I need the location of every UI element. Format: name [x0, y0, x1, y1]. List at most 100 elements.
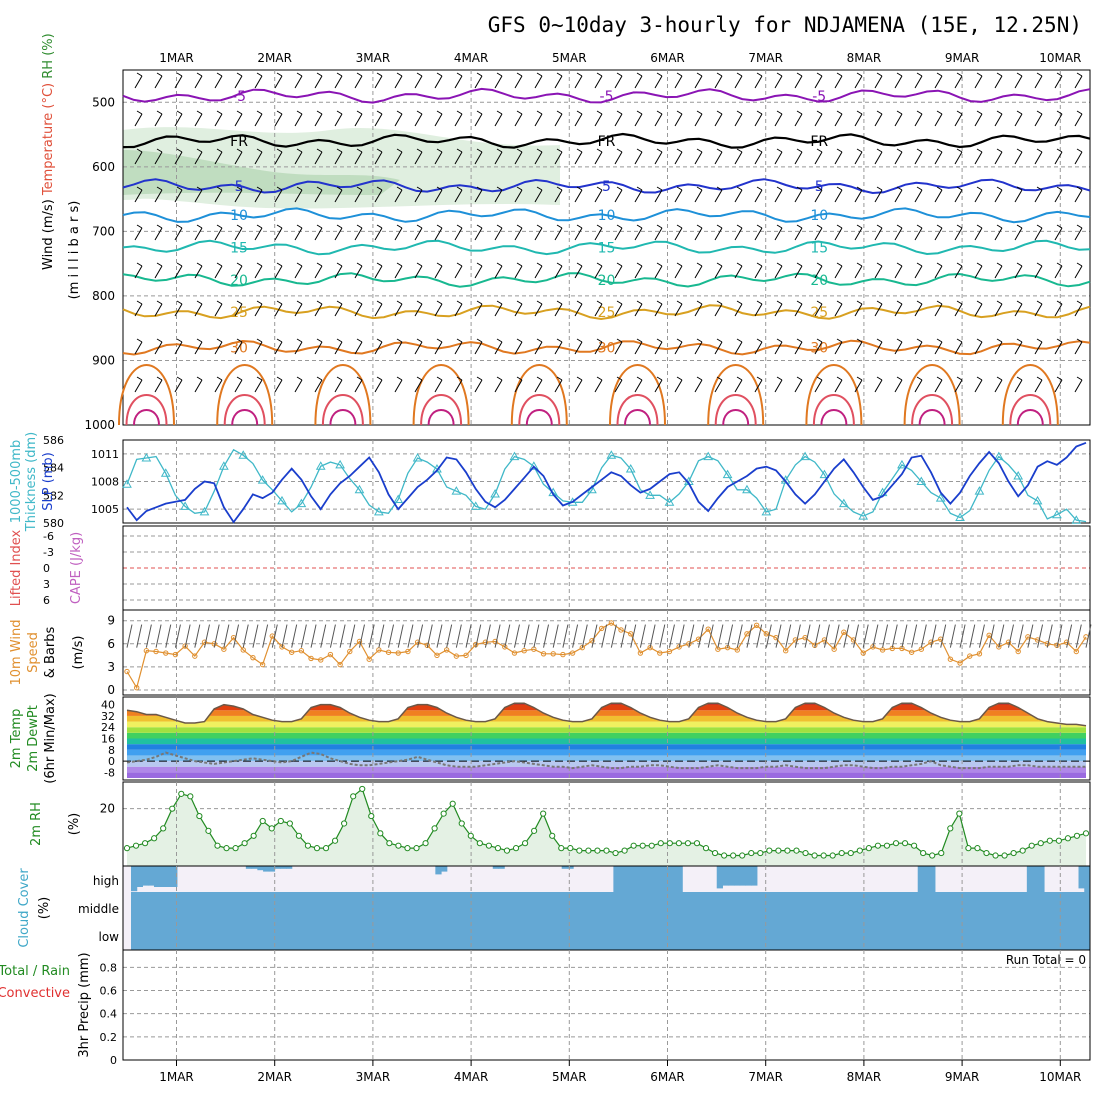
date-label: 3MAR [356, 1070, 391, 1084]
wind-barb [554, 265, 563, 279]
wind-barb [456, 376, 463, 381]
wind-barb [914, 341, 923, 355]
cloud-layer-label: high [93, 874, 119, 888]
wind-tick-label: 3 [107, 660, 115, 674]
wind-barb [184, 624, 191, 648]
rh-marker [268, 825, 275, 832]
wind-speed-marker [376, 647, 382, 653]
wind-barb [874, 151, 883, 165]
wind-barb [514, 341, 523, 355]
wind-barb [516, 224, 523, 229]
contour-label: FR [810, 134, 828, 150]
date-label: 4MAR [454, 1070, 489, 1084]
wind-barb [994, 75, 1003, 89]
thickness-line [126, 448, 1087, 523]
wind-barb [916, 224, 923, 229]
wind-barb [536, 186, 543, 191]
wind-speed-marker [298, 648, 305, 654]
rh-marker [1064, 835, 1072, 842]
high-cloud-bar [1078, 866, 1085, 889]
contour-label: 30 [810, 341, 828, 357]
wind-barb [476, 224, 483, 229]
thickness-marker [974, 486, 985, 495]
wind-barb [794, 151, 803, 165]
lifted-tick-label: 3 [43, 578, 50, 591]
boundary-layer-contour [314, 364, 372, 426]
rh-marker [965, 845, 972, 852]
wind-barb [634, 113, 643, 127]
wind-barb [536, 72, 543, 77]
wind-barb [514, 151, 523, 165]
thickness-marker [393, 494, 404, 503]
wind-barb [1016, 110, 1023, 115]
wind-barb [294, 379, 303, 393]
wind-speed-marker [385, 649, 392, 655]
wind-barb [696, 376, 703, 381]
wind-barb [694, 341, 703, 355]
high-cloud-bar [630, 866, 637, 894]
wind-barb [956, 110, 963, 115]
wind-barb [556, 262, 563, 267]
wind-barb [596, 224, 603, 229]
wind-barb [920, 624, 927, 648]
wind-barb [804, 624, 811, 648]
thickness-marker [277, 495, 287, 505]
wind-barb [314, 341, 323, 355]
wind-barb [896, 338, 903, 343]
rh-marker [1010, 849, 1017, 857]
wind-barb [416, 110, 423, 115]
wind-barb [534, 303, 543, 317]
wind-barb [336, 110, 343, 115]
wind-barb [556, 110, 563, 115]
thickness-marker [935, 493, 946, 502]
rh-marker [1028, 842, 1035, 849]
wind-barb [320, 624, 327, 648]
wind-barb [796, 300, 803, 305]
wind-speed-marker [443, 647, 450, 653]
wind-barb [196, 338, 203, 343]
wind-barb [216, 148, 223, 153]
wind-barb [754, 379, 763, 393]
wind-barb [974, 227, 983, 241]
wind-barb [536, 376, 543, 381]
high-cloud-bar [148, 866, 155, 886]
boundary-layer-contour [321, 394, 364, 426]
wind-barb [734, 303, 743, 317]
wind-barb [736, 186, 743, 191]
rh-marker [295, 832, 302, 839]
wind-barb [616, 262, 623, 267]
wind-barb [416, 224, 423, 229]
wind-barb [614, 113, 623, 127]
wind-barb [914, 113, 923, 127]
rh-unit-label: (%) [67, 813, 82, 836]
wind-barb [596, 110, 603, 115]
wind-speed-marker [947, 656, 954, 662]
wind-barb [911, 624, 918, 648]
wind-barb [136, 338, 143, 343]
wind-barb [234, 189, 243, 203]
wind-barb [862, 624, 869, 648]
wind-barb [296, 376, 303, 381]
wind-barb [496, 338, 503, 343]
wind-barb [654, 151, 663, 165]
wind-barb [216, 262, 223, 267]
wind-barb [636, 338, 643, 343]
wind-barb [636, 186, 643, 191]
rh-marker [630, 842, 637, 849]
wind-barb [236, 148, 243, 153]
wind-barb [1034, 341, 1043, 355]
rh-marker [196, 812, 203, 820]
wind-barb [814, 113, 823, 127]
wind-barb [896, 148, 903, 153]
wind-barb [534, 227, 543, 241]
wind-barb [574, 341, 583, 355]
wind-barb [874, 265, 883, 279]
wind-barb [896, 300, 903, 305]
wind-barb [674, 75, 683, 89]
wind-barb [656, 224, 663, 229]
wind-barb [676, 148, 683, 153]
wind-barb [756, 224, 763, 229]
wind-barb [581, 624, 588, 648]
wind-barb [271, 624, 278, 648]
wind-barb [434, 151, 443, 165]
